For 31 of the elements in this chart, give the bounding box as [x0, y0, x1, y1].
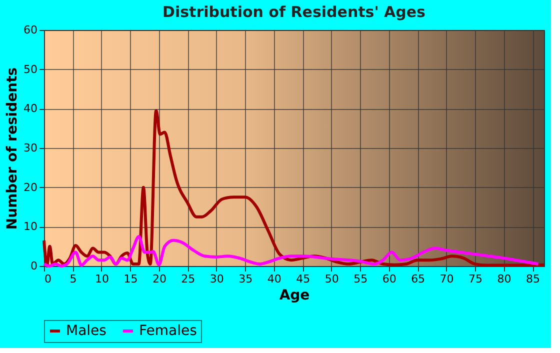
x-tick-label: 45: [296, 272, 310, 286]
x-tick-label: 50: [324, 272, 339, 286]
y-tick-label: 10: [24, 220, 38, 234]
x-axis-title: Age: [279, 288, 310, 304]
chart-title: Distribution of Residents' Ages: [162, 3, 426, 21]
x-tick-label: 30: [210, 272, 224, 286]
y-axis-title: Number of residents: [4, 67, 21, 230]
line-series: [42, 235, 540, 268]
x-tick-label: 35: [238, 272, 253, 286]
x-tick-label: 60: [382, 272, 396, 286]
y-tick-label: 0: [30, 260, 38, 272]
x-tick-label: 10: [94, 272, 109, 286]
y-tick-label: 20: [24, 180, 38, 194]
x-tick-label: 20: [152, 272, 166, 286]
y-tick-label: 50: [24, 62, 38, 76]
x-tick-label: 85: [526, 272, 540, 286]
y-tick-label: 30: [24, 142, 38, 154]
y-tick-label: 40: [24, 102, 38, 116]
x-tick-label: 65: [411, 272, 426, 286]
x-tick-label: 40: [267, 272, 282, 286]
y-tick-label: 60: [24, 24, 38, 36]
x-tick-label: 5: [70, 272, 77, 286]
x-tick-label: 55: [354, 272, 368, 286]
legend-label: Males: [66, 323, 106, 339]
x-tick-label: 70: [440, 272, 454, 286]
x-tick-label: 80: [497, 272, 512, 286]
x-tick-label: 0: [44, 272, 52, 286]
legend-label: Females: [139, 323, 197, 339]
x-tick-label: 75: [468, 272, 483, 286]
x-tick-label: 25: [181, 272, 196, 286]
x-tick-label: 15: [124, 272, 138, 286]
